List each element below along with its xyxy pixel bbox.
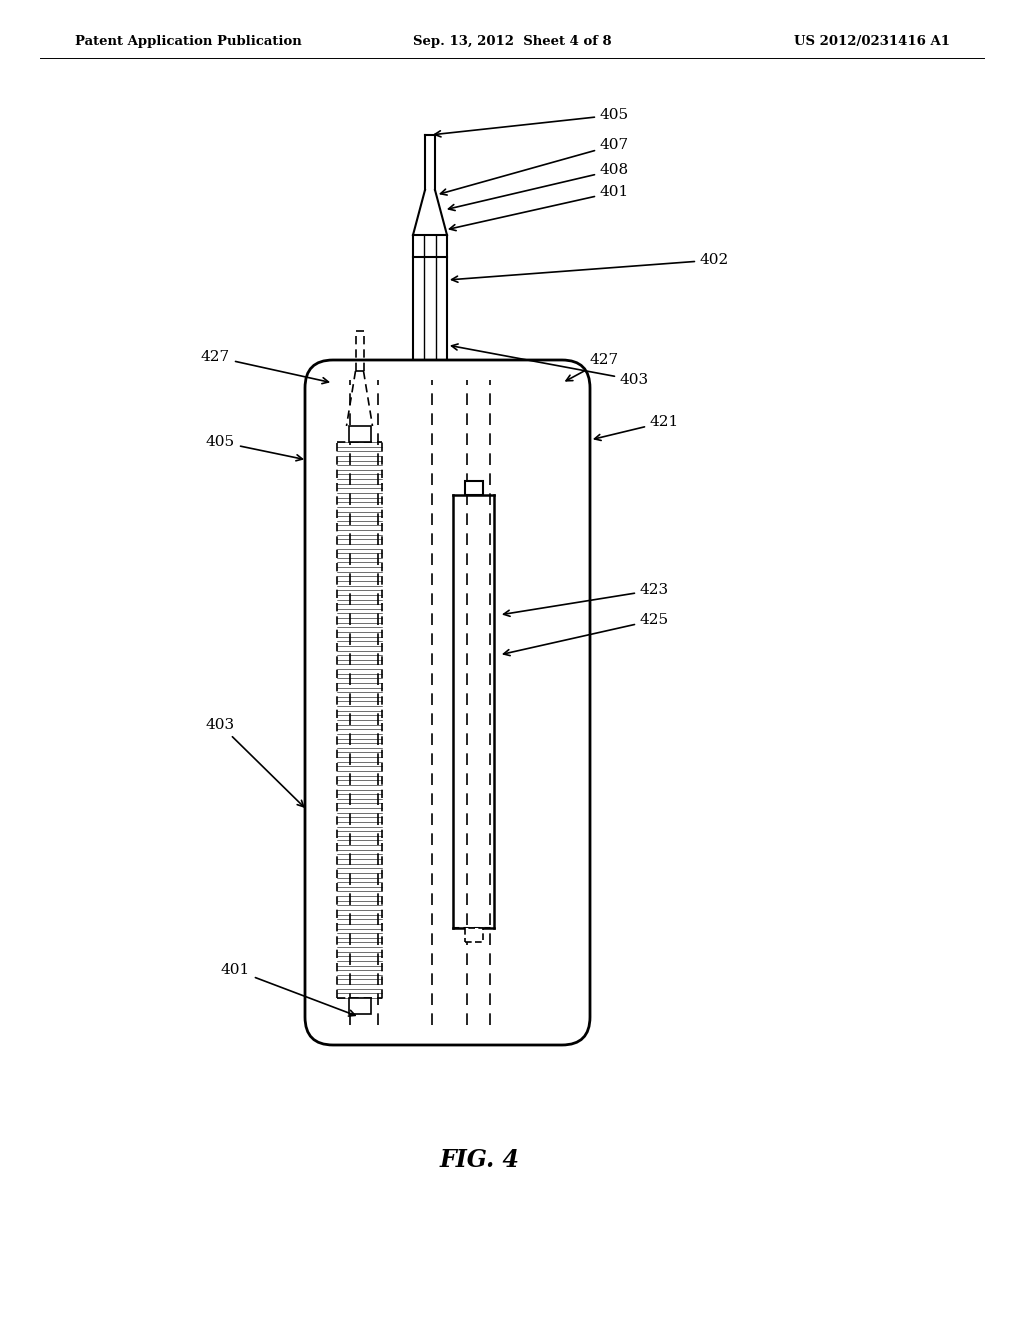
Bar — [465, 928, 482, 942]
Text: 427: 427 — [566, 352, 620, 380]
Text: 425: 425 — [504, 612, 669, 656]
Text: Sep. 13, 2012  Sheet 4 of 8: Sep. 13, 2012 Sheet 4 of 8 — [413, 36, 611, 48]
FancyBboxPatch shape — [305, 360, 590, 1045]
Text: 408: 408 — [449, 162, 629, 210]
Text: Patent Application Publication: Patent Application Publication — [75, 36, 302, 48]
Text: 421: 421 — [595, 414, 679, 441]
Text: 407: 407 — [440, 139, 629, 195]
Text: 405: 405 — [434, 108, 629, 137]
Text: 427: 427 — [201, 350, 329, 384]
Text: 423: 423 — [504, 583, 669, 616]
Text: 403: 403 — [452, 345, 649, 387]
Bar — [465, 480, 482, 495]
Text: 401: 401 — [221, 964, 355, 1016]
Bar — [348, 426, 371, 442]
Text: 402: 402 — [452, 253, 729, 282]
Text: 403: 403 — [206, 718, 304, 807]
Bar — [348, 998, 371, 1014]
Text: FIG. 4: FIG. 4 — [440, 1148, 520, 1172]
Text: US 2012/0231416 A1: US 2012/0231416 A1 — [794, 36, 950, 48]
Text: 405: 405 — [206, 436, 302, 461]
Text: 401: 401 — [450, 185, 630, 231]
